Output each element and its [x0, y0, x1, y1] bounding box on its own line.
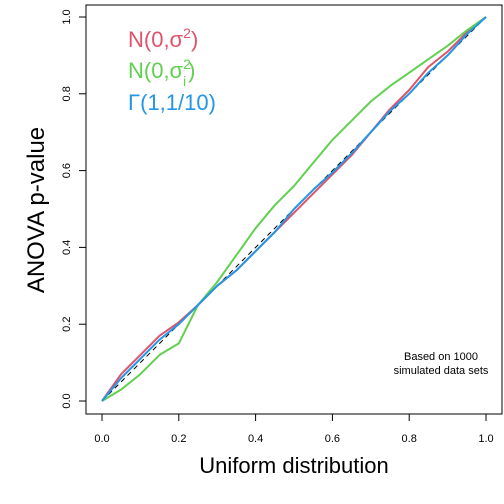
x-tick-label: 0.8 — [402, 433, 417, 445]
annotation-line-1: Based on 1000 — [404, 351, 478, 363]
legend-entry-2: Γ(1,1/10) — [128, 90, 216, 115]
x-tick-label: 1.0 — [478, 433, 493, 445]
x-tick-label: 0.2 — [171, 433, 186, 445]
y-axis-title: ANOVA p-value — [23, 127, 50, 293]
x-axis-title: Uniform distribution — [199, 453, 389, 478]
x-tick-label: 0.0 — [94, 433, 109, 445]
legend-entry-1: N(0,σ2 i) — [128, 56, 195, 89]
series-line-2 — [101, 16, 487, 402]
y-tick-label: 0.2 — [61, 317, 73, 332]
legend: N(0,σ2) N(0,σ2 i)Γ(1,1/10) — [128, 25, 216, 115]
series-group — [101, 16, 487, 402]
x-axis: 0.0 0.2 0.4 0.6 0.8 1.0 — [94, 413, 494, 445]
y-tick-label: 0.4 — [61, 240, 73, 255]
x-tick-label: 0.4 — [248, 433, 263, 445]
legend-entry-0: N(0,σ2) — [128, 25, 198, 52]
x-tick-label: 0.6 — [325, 433, 340, 445]
series-line-1 — [101, 16, 487, 402]
y-tick-label: 0.6 — [61, 163, 73, 178]
y-tick-label: 0.0 — [61, 393, 73, 408]
y-axis: 0.0 0.2 0.4 0.6 0.8 1.0 — [61, 9, 87, 409]
y-tick-label: 0.8 — [61, 86, 73, 101]
series-line-0 — [101, 16, 487, 402]
annotation-line-2: simulated data sets — [394, 365, 489, 377]
y-tick-label: 1.0 — [61, 9, 73, 24]
